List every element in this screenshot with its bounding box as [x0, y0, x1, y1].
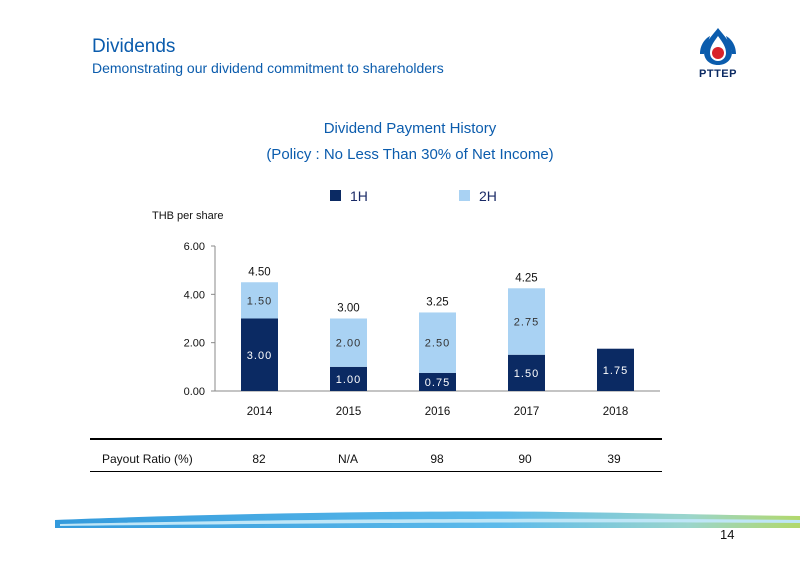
payout-value-2017: 90: [518, 452, 532, 466]
chart-subtitle: (Policy : No Less Than 30% of Net Income…: [266, 146, 554, 163]
y-tick-label-3: 6.00: [184, 241, 205, 253]
bar-1h-2017: [508, 354, 545, 391]
chart-title: Dividend Payment History: [323, 120, 497, 137]
x-tick-label-2016: 2016: [425, 406, 451, 418]
bar-label-2h-2015: 2.00: [336, 338, 361, 350]
y-tick-label-1: 2.00: [184, 338, 205, 350]
page-subtitle: Demonstrating our dividend commitment to…: [92, 60, 444, 76]
bar-total-label-2015: 3.00: [337, 303, 359, 315]
page-number: 14: [720, 527, 735, 542]
x-tick-label-2014: 2014: [247, 406, 273, 418]
bar-total-label-2016: 3.25: [426, 296, 448, 308]
bar-label-1h-2015: 1.00: [336, 374, 361, 386]
legend-label-2h: 2H: [479, 188, 497, 204]
payout-value-2016: 98: [430, 452, 444, 466]
payout-table-top-rule: [90, 438, 662, 440]
bar-total-label-2017: 4.25: [515, 272, 537, 284]
legend-label-1h: 1H: [350, 188, 368, 204]
bar-label-1h-2018: 1.75: [603, 365, 628, 377]
payout-ratio-label: Payout Ratio (%): [102, 452, 193, 466]
payout-value-2018: 39: [607, 452, 621, 466]
page-title: Dividends: [92, 36, 176, 57]
bar-2h-2014: [241, 282, 278, 319]
bar-2h-2015: [330, 318, 367, 367]
bar-1h-2016: [419, 372, 456, 391]
y-tick-label-2: 4.00: [184, 289, 205, 301]
payout-value-2014: 82: [252, 452, 266, 466]
x-tick-label-2017: 2017: [514, 406, 540, 418]
bar-1h-2014: [241, 318, 278, 391]
bar-total-label-2014: 4.50: [248, 266, 270, 278]
y-tick-label-0: 0.00: [184, 386, 205, 398]
logo-text: PTTEP: [699, 68, 737, 80]
payout-value-2015: N/A: [337, 452, 358, 466]
bar-label-1h-2017: 1.50: [514, 368, 539, 380]
y-axis-label: THB per share: [152, 210, 224, 222]
bar-label-2h-2017: 2.75: [514, 317, 539, 329]
bar-2h-2017: [508, 288, 545, 355]
company-logo: PTTEP: [688, 24, 748, 86]
bar-1h-2018: [597, 348, 634, 391]
bar-label-2h-2016: 2.50: [425, 338, 450, 350]
bar-label-1h-2016: 0.75: [425, 377, 450, 389]
bar-1h-2015: [330, 366, 367, 391]
x-tick-label-2018: 2018: [603, 406, 629, 418]
footer-wave-decoration: [55, 511, 800, 528]
legend-swatch-2h: [459, 190, 470, 201]
x-tick-label-2015: 2015: [336, 406, 362, 418]
payout-table-bottom-rule: [90, 471, 662, 472]
bar-2h-2016: [419, 312, 456, 373]
bar-label-1h-2014: 3.00: [247, 350, 272, 362]
bar-label-2h-2014: 1.50: [247, 295, 272, 307]
logo-icon: [700, 28, 736, 65]
legend-swatch-1h: [330, 190, 341, 201]
